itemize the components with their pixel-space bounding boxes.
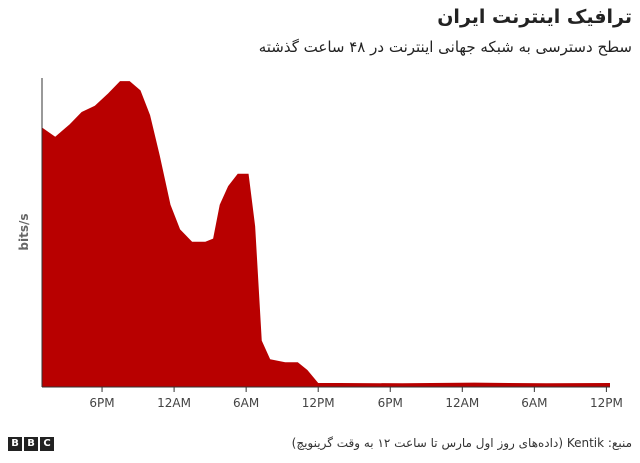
x-tick-label: 6AM [521, 396, 547, 410]
x-tick-label: 6AM [233, 396, 259, 410]
chart-title: ترافیک اینترنت ایران [437, 6, 632, 28]
x-tick-label: 12PM [590, 396, 623, 410]
x-tick-label: 12AM [157, 396, 191, 410]
x-tick-label: 12AM [445, 396, 479, 410]
x-tick-label: 12PM [302, 396, 335, 410]
chart: bits/s 6PM 12AM 6AM 12PM 6PM 12AM 6AM 12PM [17, 78, 623, 410]
logo-letter: B [8, 437, 22, 451]
logo-letter: C [40, 437, 54, 451]
x-tick-label: 6PM [89, 396, 114, 410]
chart-subtitle: سطح دسترسی به شبکه جهانی اینترنت در ۴۸ س… [258, 38, 632, 56]
logo-letter: B [24, 437, 38, 451]
source: منبع: Kentik (داده‌های روز اول مارس تا س… [291, 436, 632, 450]
y-axis-label: bits/s [17, 213, 31, 250]
x-tick-label: 6PM [378, 396, 403, 410]
logo: B B C [8, 437, 54, 451]
area [42, 81, 610, 387]
